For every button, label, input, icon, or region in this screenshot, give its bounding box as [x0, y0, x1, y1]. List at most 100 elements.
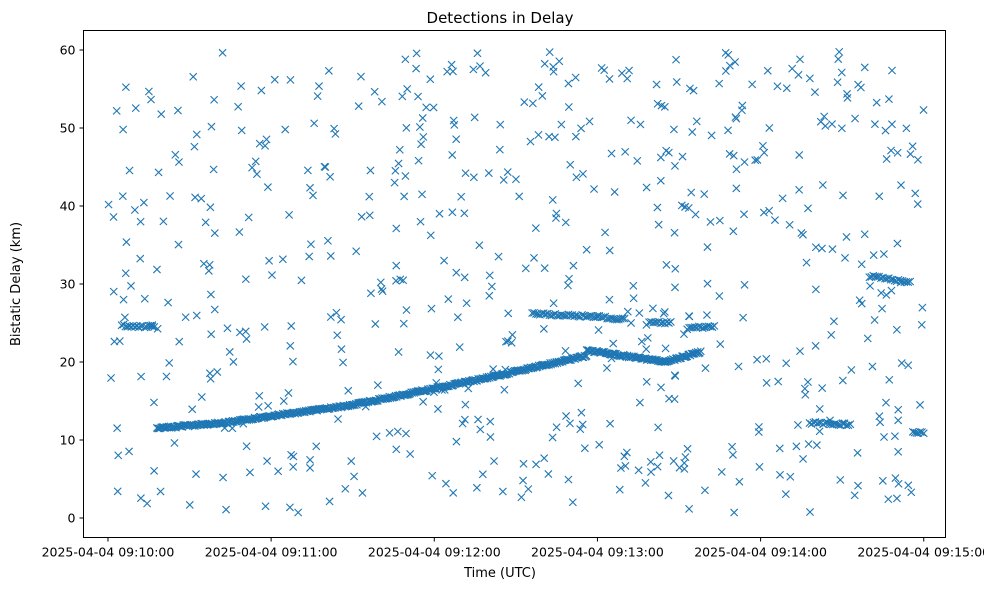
noise-detection-point: [532, 460, 541, 469]
noise-detection-point: [457, 192, 466, 201]
noise-detection-point: [356, 72, 365, 81]
cluster-detection-point: [620, 314, 629, 323]
noise-detection-point: [664, 148, 673, 157]
noise-detection-point: [312, 442, 321, 451]
noise-detection-point: [429, 103, 438, 112]
noise-detection-point: [520, 98, 529, 107]
noise-detection-point: [863, 334, 872, 343]
noise-detection-point: [732, 114, 741, 123]
noise-detection-point: [223, 324, 232, 333]
noise-detection-point: [337, 315, 346, 324]
noise-detection-point: [399, 276, 408, 285]
noise-detection-point: [426, 231, 435, 240]
noise-detection-point: [261, 502, 270, 511]
noise-detection-point: [515, 192, 524, 201]
noise-detection-point: [475, 241, 484, 250]
noise-detection-point: [534, 130, 543, 139]
noise-detection-point: [576, 425, 585, 434]
noise-detection-point: [197, 194, 206, 203]
noise-detection-point: [669, 457, 678, 465]
noise-detection-point: [545, 132, 554, 141]
noise-detection-point: [818, 384, 827, 393]
noise-detection-point: [647, 468, 656, 476]
noise-detection-point: [623, 74, 632, 83]
noise-detection-point: [414, 156, 423, 165]
noise-detection-point: [616, 464, 625, 473]
noise-detection-point: [371, 319, 380, 328]
noise-detection-point: [115, 337, 124, 346]
noise-detection-point: [289, 462, 298, 471]
noise-detection-point: [305, 252, 314, 261]
noise-detection-point: [879, 250, 888, 259]
noise-detection-point: [185, 500, 194, 509]
noise-detection-point: [635, 398, 644, 407]
noise-detection-point: [263, 457, 272, 466]
noise-detection-point: [449, 116, 458, 125]
noise-detection-point: [805, 74, 814, 83]
noise-detection-point: [394, 348, 403, 356]
noise-detection-point: [884, 495, 893, 504]
noise-detection-point: [670, 371, 679, 380]
noise-detection-point: [521, 264, 530, 273]
noise-detection-point: [104, 200, 113, 209]
noise-detection-point: [884, 95, 893, 104]
noise-detection-point: [839, 191, 847, 200]
noise-detection-point: [310, 119, 319, 128]
noise-detection-point: [287, 450, 296, 459]
noise-detection-point: [188, 405, 197, 414]
noise-detection-point: [174, 240, 183, 249]
noise-detection-point: [109, 213, 118, 221]
noise-detection-point: [564, 79, 573, 88]
noise-detection-point: [732, 165, 741, 174]
noise-detection-point: [642, 377, 651, 386]
noise-detection-point: [460, 415, 469, 424]
noise-detection-point: [605, 295, 614, 304]
noise-detection-point: [412, 64, 421, 73]
noise-detection-point: [738, 101, 747, 110]
noise-detection-point: [869, 251, 878, 260]
noise-detection-point: [534, 83, 543, 92]
noise-detection-point: [594, 325, 603, 334]
noise-detection-point: [564, 103, 573, 111]
noise-detection-point: [144, 87, 153, 96]
noise-detection-point: [916, 400, 925, 409]
noise-detection-point: [776, 470, 784, 479]
noise-detection-point: [209, 165, 218, 174]
noise-detection-point: [426, 75, 435, 84]
x-axis: 2025-04-04 09:10:00 2025-04-04 09:11:00 20…: [42, 537, 984, 560]
y-tick-label: 60: [60, 43, 76, 58]
noise-detection-point: [354, 102, 363, 111]
noise-detection-point: [605, 246, 614, 255]
noise-detection-point: [139, 198, 148, 207]
noise-detection-point: [725, 61, 734, 70]
noise-detection-point: [904, 481, 913, 490]
noise-detection-point: [893, 148, 902, 157]
noise-detection-point: [798, 230, 807, 239]
noise-detection-point: [127, 281, 135, 290]
noise-detection-point: [680, 464, 689, 473]
noise-detection-point: [434, 352, 443, 361]
noise-detection-point: [740, 280, 749, 289]
noise-detection-point: [782, 359, 791, 368]
noise-detection-point: [204, 266, 213, 275]
noise-detection-point: [548, 433, 557, 442]
noise-detection-point: [255, 139, 264, 148]
noise-detection-point: [670, 228, 679, 237]
noise-detection-point: [434, 365, 443, 374]
noise-detection-point: [740, 210, 749, 219]
noise-detection-point: [478, 470, 487, 479]
noise-detection-point: [754, 428, 763, 437]
noise-detection-point: [402, 306, 411, 315]
noise-detection-point: [376, 278, 385, 287]
noise-detection-point: [461, 400, 470, 409]
noise-detection-point: [641, 478, 650, 487]
noise-detection-point: [326, 251, 335, 260]
noise-detection-point: [357, 212, 366, 221]
noise-detection-point: [897, 181, 905, 190]
noise-detection-point: [190, 142, 199, 151]
noise-detection-point: [847, 365, 856, 374]
noise-detection-point: [474, 415, 483, 424]
cluster-detection-point: [666, 317, 675, 326]
y-tick-label: 0: [68, 511, 76, 526]
noise-detection-point: [347, 457, 356, 466]
